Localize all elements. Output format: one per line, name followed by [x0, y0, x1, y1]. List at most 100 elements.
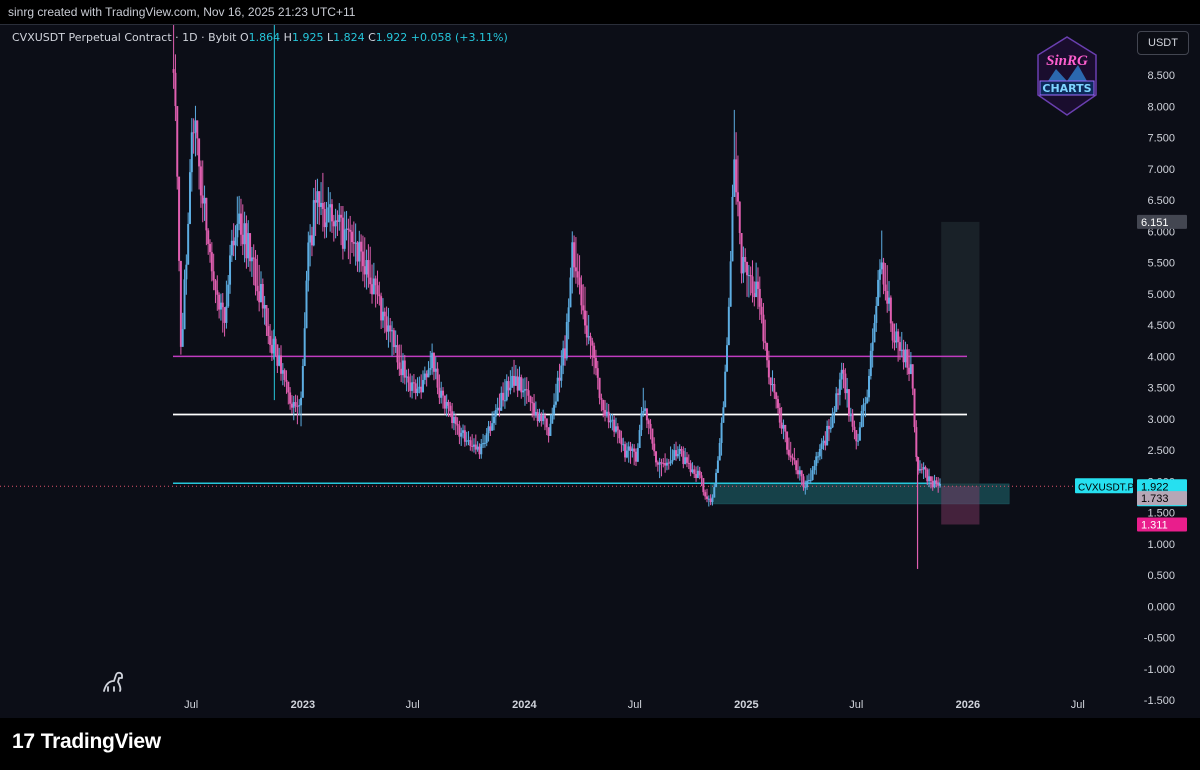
candle-body [864, 403, 867, 405]
candle-body [509, 387, 512, 391]
candle-body [287, 381, 290, 393]
candle-body [596, 368, 599, 378]
candle-body [640, 412, 643, 431]
candle-body [888, 297, 891, 304]
candle-body [833, 411, 836, 414]
candle-body [210, 252, 213, 272]
candle-body [928, 476, 931, 482]
candle-body [633, 448, 636, 452]
x-tick-label: Jul [1071, 699, 1085, 711]
candle-body [236, 223, 239, 238]
candle-body [436, 368, 439, 388]
x-tick-label: Jul [406, 699, 420, 711]
dino-icon [103, 671, 123, 692]
candle-body [434, 368, 437, 372]
candle-body [452, 416, 455, 423]
candle-body [720, 422, 723, 444]
candle-body [929, 476, 932, 481]
candle-body [272, 338, 275, 354]
candle-body [744, 257, 747, 262]
candle-body [216, 290, 219, 295]
price-label-box [1137, 479, 1187, 494]
candle-body [491, 423, 494, 431]
candle-body [587, 336, 590, 338]
tradingview-brand[interactable]: 17 TradingView [12, 730, 161, 754]
candle-body [289, 392, 292, 404]
candle-body [345, 228, 348, 230]
candle-body [321, 202, 324, 209]
candle-body [569, 277, 572, 308]
candle-body [926, 469, 929, 482]
low-value: 1.824 [333, 31, 365, 44]
candle-body [554, 401, 557, 405]
candle-body [773, 384, 776, 393]
candle-body [820, 443, 823, 449]
candle-body [755, 281, 758, 298]
candle-body [281, 370, 284, 374]
candle-body [547, 427, 550, 436]
currency-button[interactable]: USDT [1137, 31, 1189, 55]
candle-body [687, 462, 690, 464]
candle-body [478, 446, 481, 455]
candle-body [722, 407, 725, 423]
candle-body [624, 444, 627, 458]
price-axis-background [1125, 25, 1200, 693]
y-tick-label: 8.500 [1147, 70, 1175, 82]
chart-frame[interactable]: -1.500 -1.000 -0.500 0.000 0.500 1.000 1.500 2.… [0, 24, 1200, 719]
open-label: O [240, 31, 249, 44]
candle-body [878, 269, 881, 280]
candle-body [580, 284, 583, 306]
attribution-text: sinrg created with TradingView.com, Nov … [8, 5, 356, 19]
candle-body [815, 456, 818, 466]
candle-body [298, 405, 301, 407]
y-tick-label: 5.000 [1147, 289, 1175, 301]
candle-body [602, 399, 605, 411]
candle-body [675, 450, 678, 457]
candle-body [886, 291, 889, 304]
candle-body [401, 360, 404, 376]
candle-body [789, 455, 792, 458]
y-tick-label: 8.000 [1147, 101, 1175, 113]
candle-body [507, 381, 510, 391]
candle-body [398, 362, 401, 369]
price-label-text: 6.151 [1141, 217, 1169, 229]
candle-body [365, 260, 368, 275]
candle-body [511, 375, 514, 388]
candle-body [312, 200, 315, 246]
candle-body [214, 280, 217, 291]
candle-body [685, 457, 688, 463]
candle-body [449, 405, 452, 412]
candle-body [310, 235, 313, 246]
candle-body [920, 469, 923, 471]
candle-body [203, 197, 206, 204]
logo-line2: CHARTS [1042, 82, 1091, 95]
candle-body [325, 222, 328, 228]
candle-body [354, 242, 357, 244]
candle-body [505, 381, 508, 401]
candle-body [414, 383, 417, 394]
candle-body [562, 348, 565, 366]
close-value: 1.922 [375, 31, 408, 44]
candle-body [591, 340, 594, 346]
candle-body [463, 430, 466, 442]
candle-body [352, 242, 355, 244]
candle-body [349, 230, 352, 232]
candle-body [489, 426, 492, 431]
candle-body [776, 399, 779, 408]
candle-body [270, 344, 273, 354]
candle-body [280, 355, 283, 374]
candle-body [276, 344, 279, 366]
price-chart[interactable]: -1.500 -1.000 -0.500 0.000 0.500 1.000 1.500 2.… [0, 25, 1200, 719]
candle-body [733, 159, 736, 197]
candle-body [664, 463, 667, 466]
candle-body [939, 484, 941, 486]
candle-body [420, 386, 423, 393]
candle-body [199, 166, 202, 196]
candle-body [207, 230, 210, 244]
candle-body [749, 275, 752, 277]
candle-body [922, 467, 925, 470]
candle-body [525, 389, 528, 391]
candle-body [702, 478, 705, 493]
candle-body [347, 228, 350, 231]
candle-body [935, 480, 938, 484]
